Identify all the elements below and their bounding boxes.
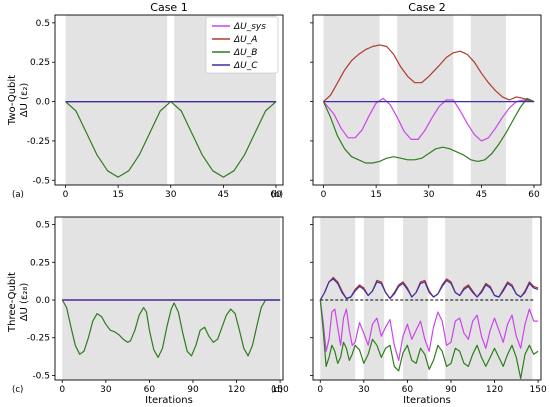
legend: ΔU_sys ΔU_A ΔU_B ΔU_C [205,16,279,74]
shaded-region [323,15,380,185]
x-tick-label: 0 [59,385,65,395]
panel-label: (c) [12,385,23,395]
x-tick-label: 45 [218,190,229,200]
shaded-region [397,15,454,185]
y-tick-label: 0.5 [36,221,50,231]
column-title-case-2: Case 2 [408,1,445,14]
y-tick-label: 0.25 [30,58,50,68]
x-tick-label: 150 [530,385,547,395]
column-title-case-1: Case 1 [150,1,187,14]
axes-frame [312,14,542,186]
x-tick-label: 60 [144,385,156,395]
legend-label: ΔU_A [233,35,257,45]
row-label-two-qubit-unit: ΔU (ε₂) [19,83,30,118]
series-line-ΔU_B [61,299,281,358]
x-tick-label: 0 [321,190,327,200]
axes-frame [54,216,284,381]
x-tick-label: 120 [228,385,245,395]
x-tick-label: 120 [486,385,503,395]
y-tick-label: 0.0 [36,98,51,108]
series-line-ΔU_C [319,278,539,301]
panel-b: 0 15 30 45 60(b) [271,14,542,200]
x-tick-label: 30 [423,190,435,200]
legend-label: ΔU_B [233,48,257,58]
series-line-ΔU_sys [319,299,539,361]
panel-d: 0 30 60 90 120 150(d) [271,216,547,395]
legend-frame [205,16,279,74]
x-tick-label: 30 [358,385,370,395]
x-tick-label: 150 [272,385,289,395]
panel-label: (a) [12,190,24,200]
x-tick-label: 15 [370,190,381,200]
axes-frame [312,216,542,381]
legend-label: ΔU_C [233,61,258,71]
xlabel-right: Iterations [403,395,451,406]
shaded-region [320,217,356,380]
y-tick-label: -0.5 [32,176,50,186]
y-tick-label: 0.5 [36,19,50,29]
x-tick-label: 30 [165,190,177,200]
axes-frame [54,14,284,186]
x-tick-label: 15 [112,190,123,200]
legend-label: ΔU_sys [233,22,266,32]
y-tick-label: -0.25 [27,137,50,147]
row-label-three-qubit: Three-Qubit [7,272,18,333]
series-line-ΔU_A [323,44,535,103]
shaded-region [62,217,281,380]
panel-label: (b) [271,190,283,200]
y-tick-label: 0.0 [36,296,51,306]
row-label-three-qubit-unit: ΔU (ε₂₈) [19,283,30,322]
series-line-ΔU_B [322,97,535,164]
x-tick-label: 90 [445,385,457,395]
row-label-two-qubit: Two-Qubit [7,75,18,126]
panel-c: 0 30 60 90 120 150 0.5 0.25 0.0 -0.25 -0.5 (c) [12,216,289,395]
x-tick-label: 90 [187,385,199,395]
x-tick-label: 30 [100,385,112,395]
x-tick-label: 60 [402,385,414,395]
x-tick-label: 0 [63,190,69,200]
x-tick-label: 0 [317,385,323,395]
shaded-region [445,217,533,380]
y-tick-label: -0.5 [32,371,50,381]
y-tick-label: 0.25 [30,258,50,268]
y-tick-label: -0.25 [27,334,50,344]
x-tick-label: 60 [270,190,282,200]
shaded-region [403,217,428,380]
x-tick-label: 60 [528,190,540,200]
series-line-ΔU_B [319,299,539,380]
x-tick-label: 45 [476,190,487,200]
series-line-ΔU_sys [323,97,535,142]
shaded-region [65,15,168,185]
panel-label: (d) [271,385,283,395]
shaded-region [470,15,506,185]
xlabel-left: Iterations [145,395,193,406]
